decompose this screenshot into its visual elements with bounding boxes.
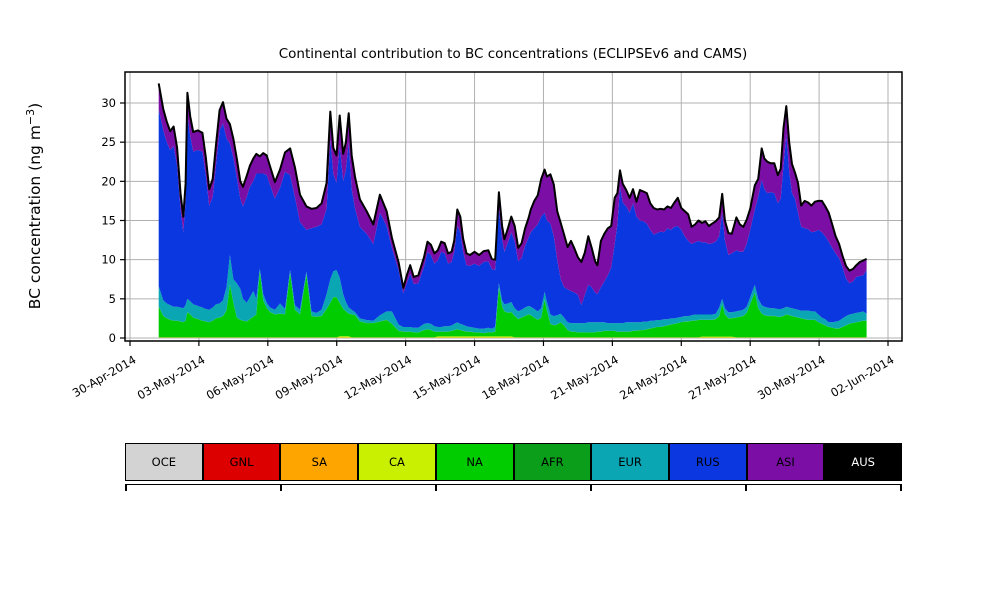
legend-ruler-tick [900,485,902,491]
y-tick-label-30: 30 [101,96,116,110]
legend-ruler-tick [125,485,127,491]
legend-label-ASI: ASI [776,455,795,469]
y-tick-label-0: 0 [109,331,116,345]
x-tick-label: 30-May-2014 [755,352,828,402]
area-NA [158,271,867,338]
plot-border [124,71,903,342]
y-tick-label-15: 15 [101,214,116,228]
legend-item-NA: NA [435,443,514,481]
x-tick-label: 27-May-2014 [686,352,759,402]
total-line-path [157,83,868,289]
area-EUR [158,255,867,334]
y-tick-label-5: 5 [109,292,116,306]
legend-label-GNL: GNL [229,455,254,469]
x-tick-label: 06-May-2014 [204,352,277,402]
legend-axis-ruler [125,484,902,493]
x-tick-label: 03-May-2014 [135,352,208,402]
y-tick-label-20: 20 [101,174,116,188]
legend-item-OCE: OCE [125,443,203,481]
legend-item-EUR: EUR [591,443,669,481]
y-tick-label-10: 10 [101,253,116,267]
x-tick-label: 15-May-2014 [410,352,483,402]
x-tick-labels: 30-Apr-201403-May-201406-May-201409-May-… [70,352,897,402]
y-tick-label-25: 25 [101,135,116,149]
legend-item-SA: SA [280,443,359,481]
legend-label-CA: CA [389,455,405,469]
legend-item-ASI: ASI [746,443,825,481]
legend-label-EUR: EUR [618,455,642,469]
stacked-areas [158,83,867,338]
x-tick-label: 18-May-2014 [479,352,552,402]
x-tick-label: 02-Jun-2014 [828,352,896,400]
legend-label-AFR: AFR [541,455,564,469]
x-tick-label: 09-May-2014 [273,352,346,402]
y-tick-labels: 0 5 10 15 20 25 30 [101,96,116,345]
x-tick-label: 12-May-2014 [342,352,415,402]
total-line [157,83,868,289]
legend-item-RUS: RUS [668,443,747,481]
x-tick-label: 24-May-2014 [617,352,690,402]
legend-ruler-tick [745,485,747,491]
legend-label-RUS: RUS [695,455,720,469]
x-tick-label: 30-Apr-2014 [70,352,139,400]
legend: OCE GNL SA CA NA AFR EUR RUS ASI AUS [125,443,903,481]
legend-ruler-tick [435,485,437,491]
axes-box [120,71,903,346]
x-tick-label: 21-May-2014 [548,352,621,402]
y-axis-label: BC concentration (ng m−3) [24,103,45,309]
chart-title: Continental contribution to BC concentra… [279,46,748,62]
legend-label-NA: NA [466,455,483,469]
area-RUS [158,109,867,329]
legend-label-SA: SA [311,455,327,469]
legend-ruler-tick [590,485,592,491]
legend-item-AFR: AFR [513,443,592,481]
legend-label-OCE: OCE [151,455,177,469]
legend-label-AUS: AUS [851,455,875,469]
legend-ruler-tick [280,485,282,491]
legend-item-GNL: GNL [202,443,281,481]
legend-item-AUS: AUS [824,443,903,481]
legend-item-CA: CA [358,443,436,481]
area-CA [158,336,867,338]
